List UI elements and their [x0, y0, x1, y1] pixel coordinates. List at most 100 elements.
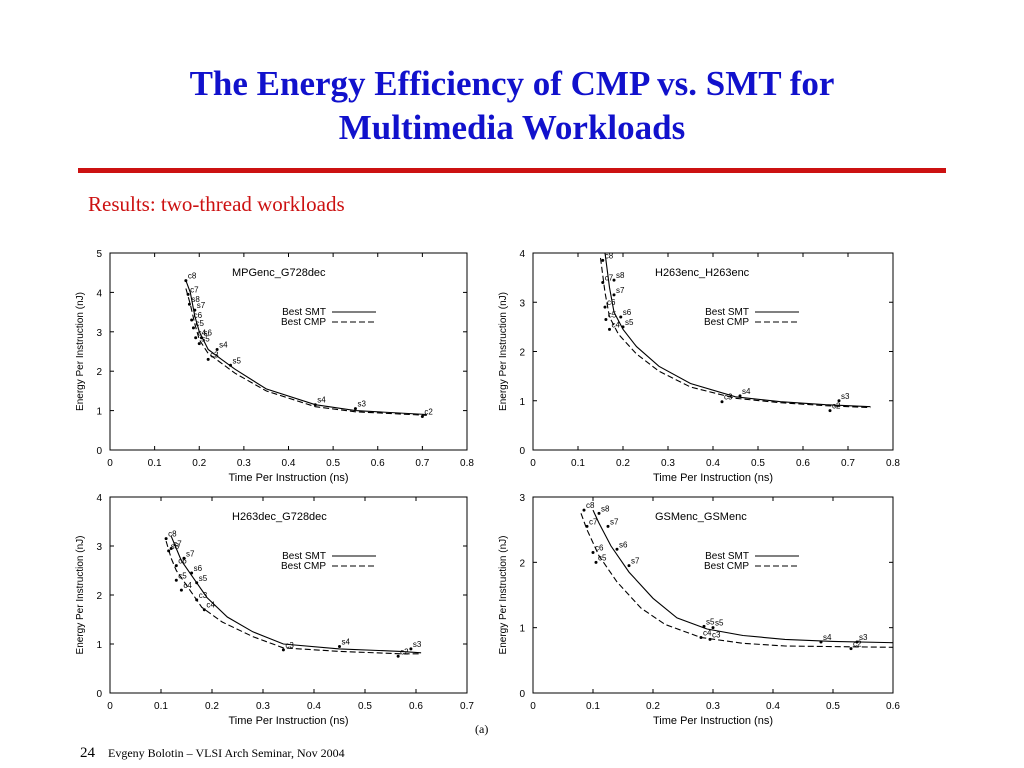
chart-panel: 0 0.1 0.2 0.3 0.4 0.5 0.6 0.7 0.8 0 1 2 3 4 5 Time Per …: [75, 249, 474, 484]
x-tick-label: 0.8: [460, 458, 474, 469]
design-point: [601, 258, 605, 262]
design-point: [828, 409, 832, 413]
legend-label: Best CMP: [281, 317, 326, 328]
point-label: c6: [194, 311, 203, 320]
point-label: s5: [199, 574, 208, 583]
y-axis-label: Energy Per Instruction (nJ): [75, 292, 86, 411]
page-number: 24: [80, 745, 95, 761]
y-tick-label: 4: [519, 249, 525, 260]
point-label: c2: [400, 647, 409, 656]
design-point: [708, 637, 712, 641]
design-point: [591, 551, 595, 555]
y-tick-label: 4: [96, 288, 102, 299]
design-point: [194, 336, 198, 340]
design-point: [621, 325, 625, 329]
x-tick-label: 0: [530, 701, 536, 712]
y-tick-label: 3: [519, 493, 525, 504]
slide-subtitle: Results: two-thread workloads: [88, 192, 345, 216]
design-point: [179, 588, 183, 592]
series-line-smt: [592, 509, 894, 644]
x-tick-label: 0.2: [205, 701, 219, 712]
design-point: [174, 564, 178, 568]
point-label: s5: [625, 318, 634, 327]
point-label: s3: [841, 392, 850, 401]
design-point: [627, 564, 631, 568]
point-label: c2: [853, 640, 862, 649]
point-label: s6: [623, 308, 632, 317]
design-point: [164, 537, 168, 541]
point-label: s6: [203, 329, 212, 338]
design-point: [699, 635, 703, 639]
design-point: [195, 581, 199, 585]
point-label: s4: [742, 387, 751, 396]
y-tick-label: 2: [519, 348, 525, 359]
design-point: [191, 326, 195, 330]
design-point: [604, 317, 608, 321]
slide-footer: 24 Evgeny Bolotin – VLSI Arch Seminar, N…: [80, 745, 345, 762]
x-tick-label: 0.4: [307, 701, 321, 712]
design-point: [190, 318, 194, 322]
series-line-cmp: [165, 540, 422, 655]
x-tick-label: 0.1: [148, 458, 162, 469]
design-point: [720, 400, 724, 404]
chart-title: H263dec_G728dec: [232, 511, 327, 523]
design-point: [606, 524, 610, 528]
point-label: c3: [712, 630, 721, 639]
design-point: [738, 394, 742, 398]
slide-title-line-1: The Energy Efficiency of CMP vs. SMT for: [189, 64, 835, 103]
point-label: s5: [706, 617, 715, 626]
design-point: [420, 415, 424, 419]
point-label: c6: [178, 557, 187, 566]
y-tick-label: 1: [519, 397, 525, 408]
point-label: s4: [823, 633, 832, 642]
y-axis-label: Energy Per Instruction (nJ): [498, 292, 509, 411]
series-line-cmp: [580, 513, 894, 648]
x-axis-label: Time Per Instruction (ns): [228, 715, 348, 727]
design-point: [167, 549, 171, 553]
point-label: c4: [206, 601, 215, 610]
x-tick-label: 0.5: [326, 458, 340, 469]
x-tick-label: 0.4: [706, 458, 720, 469]
x-tick-label: 0.6: [886, 701, 900, 712]
design-point: [582, 508, 586, 512]
y-tick-label: 0: [96, 446, 102, 457]
x-tick-label: 0.2: [192, 458, 206, 469]
point-label: s6: [619, 540, 628, 549]
point-label: s7: [610, 517, 619, 526]
y-tick-label: 2: [96, 367, 102, 378]
x-tick-label: 0.5: [358, 701, 372, 712]
y-tick-label: 3: [519, 298, 525, 309]
design-point: [338, 644, 341, 648]
plot-frame: [109, 252, 468, 451]
point-label: c3: [285, 641, 294, 650]
point-label: s4: [317, 396, 326, 405]
series-line-smt: [185, 280, 427, 416]
y-axis-label: Energy Per Instruction (nJ): [498, 536, 509, 655]
design-point: [202, 608, 206, 612]
x-tick-label: 0.4: [766, 701, 780, 712]
design-point: [313, 403, 317, 407]
point-label: s7: [197, 301, 206, 310]
x-tick-label: 0.2: [616, 458, 630, 469]
design-point: [612, 278, 616, 282]
design-point: [190, 571, 194, 575]
design-point: [597, 511, 601, 515]
point-label: s4: [219, 341, 228, 350]
figure-label: (a): [475, 722, 489, 736]
x-tick-label: 0.7: [415, 458, 429, 469]
x-tick-label: 0.3: [661, 458, 675, 469]
point-label: c4: [612, 320, 621, 329]
point-label: s4: [342, 637, 351, 646]
chart-panel: 0 0.1 0.2 0.3 0.4 0.5 0.6 0.7 0.8 0 1 2 3 4 Time Per I…: [498, 249, 900, 484]
design-point: [855, 640, 859, 644]
x-tick-label: 0: [530, 458, 536, 469]
design-point: [281, 648, 285, 652]
y-tick-label: 0: [96, 689, 102, 700]
design-point: [206, 357, 210, 361]
legend-label: Best SMT: [282, 307, 326, 318]
slide-title-line-2: Multimedia Workloads: [338, 108, 686, 147]
design-point: [594, 560, 598, 564]
series-line-smt: [604, 252, 871, 408]
point-label: c2: [424, 408, 433, 417]
